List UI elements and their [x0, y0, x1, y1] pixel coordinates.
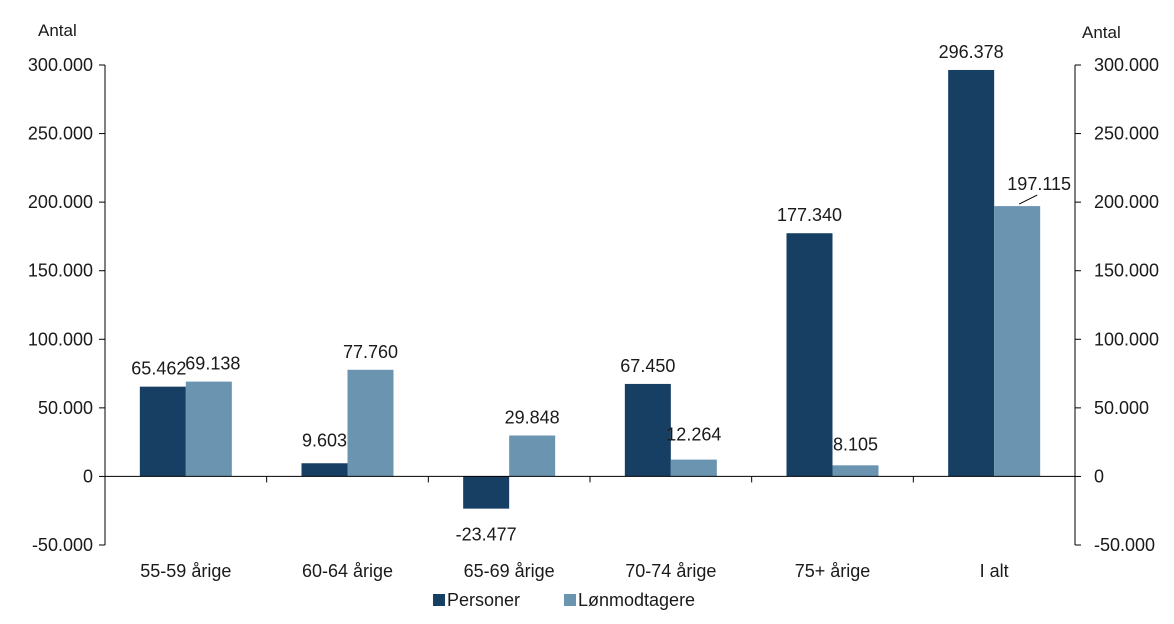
bar-lonmodtagere — [832, 465, 879, 477]
data-label: 65.462 — [131, 359, 186, 379]
bar-personer — [463, 476, 510, 509]
legend-item-label: Lønmodtagere — [578, 590, 695, 610]
y-tick-label-left: 200.000 — [28, 192, 93, 212]
bar-personer — [948, 69, 995, 477]
bar-personer — [786, 233, 833, 477]
bar-lonmodtagere — [347, 369, 394, 477]
bar-personer — [139, 386, 186, 477]
data-label: 67.450 — [620, 356, 675, 376]
y-tick-label-left: 150.000 — [28, 261, 93, 281]
y-axis-left-title: Antal — [38, 21, 77, 40]
bar-lonmodtagere — [185, 381, 232, 477]
y-tick-label-right: -50.000 — [1094, 535, 1155, 555]
data-label: -23.477 — [456, 525, 517, 545]
x-tick-label: 65-69 årige — [464, 561, 555, 581]
y-tick-label-left: 300.000 — [28, 55, 93, 75]
data-label: 69.138 — [185, 354, 240, 374]
data-label: 77.760 — [343, 342, 398, 362]
legend-swatch — [433, 594, 445, 606]
bar-personer — [301, 463, 348, 477]
x-tick-label: 60-64 årige — [302, 561, 393, 581]
y-axis-right-title: Antal — [1082, 23, 1121, 42]
y-tick-label-right: 250.000 — [1094, 124, 1159, 144]
bar-lonmodtagere — [670, 459, 717, 477]
y-tick-label-right: 150.000 — [1094, 261, 1159, 281]
bar-lonmodtagere — [509, 435, 556, 477]
data-label: 197.115 — [1007, 174, 1071, 194]
bar-lonmodtagere — [994, 206, 1041, 477]
x-tick-label: I alt — [980, 561, 1009, 581]
data-label: 8.105 — [833, 434, 878, 454]
y-tick-label-left: 50.000 — [38, 398, 93, 418]
leader-line — [1018, 194, 1038, 205]
legend-item-label: Personer — [447, 590, 520, 610]
y-tick-label-left: -50.000 — [32, 535, 93, 555]
y-tick-label-right: 200.000 — [1094, 192, 1159, 212]
bars — [139, 69, 1041, 509]
data-label: 296.378 — [939, 42, 1004, 62]
y-tick-label-left: 0 — [83, 466, 93, 486]
x-tick-label: 55-59 årige — [140, 561, 231, 581]
y-tick-label-left: 100.000 — [28, 329, 93, 349]
y-tick-label-right: 100.000 — [1094, 329, 1159, 349]
data-label: 9.603 — [302, 430, 347, 450]
data-label: 29.848 — [505, 407, 560, 427]
x-tick-label: 70-74 årige — [625, 561, 716, 581]
axes: -50.000 -50.000 0 0 50.000 50.000 100.000 100.0… — [28, 55, 1159, 581]
y-tick-label-left: 250.000 — [28, 124, 93, 144]
data-label: 12.264 — [666, 425, 721, 445]
y-tick-label-right: 300.000 — [1094, 55, 1159, 75]
data-label: 177.340 — [777, 205, 842, 225]
legend-swatch — [564, 594, 576, 606]
legend: Personer Lønmodtagere — [433, 590, 695, 610]
bar-personer — [624, 383, 671, 477]
y-tick-label-right: 0 — [1094, 466, 1104, 486]
x-tick-label: 75+ årige — [795, 561, 871, 581]
y-tick-label-right: 50.000 — [1094, 398, 1149, 418]
